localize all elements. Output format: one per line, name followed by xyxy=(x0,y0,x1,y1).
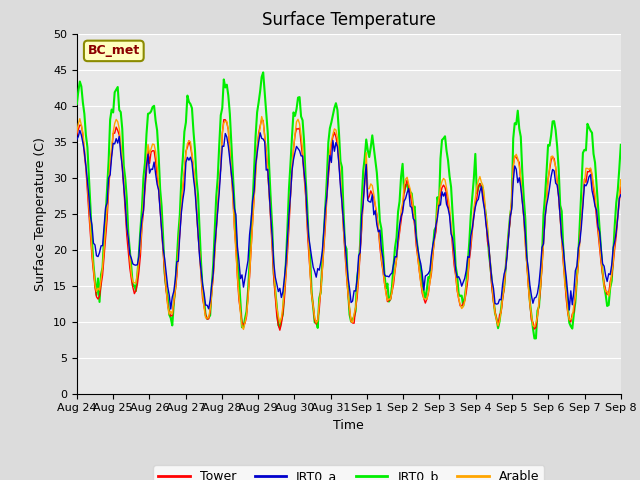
IRT0_a xyxy=(141,180,149,186)
Arable xyxy=(73,130,81,135)
Tower xyxy=(276,327,284,333)
IRT0_a xyxy=(264,167,271,172)
IRT0_b xyxy=(264,130,271,135)
Arable xyxy=(617,177,625,182)
Arable xyxy=(314,318,321,324)
Tower xyxy=(264,170,271,176)
Arable xyxy=(235,293,243,299)
X-axis label: Time: Time xyxy=(333,419,364,432)
Tower xyxy=(589,186,597,192)
Line: IRT0_a: IRT0_a xyxy=(77,131,621,310)
Text: BC_met: BC_met xyxy=(88,44,140,58)
Line: IRT0_b: IRT0_b xyxy=(77,72,621,338)
Y-axis label: Surface Temperature (C): Surface Temperature (C) xyxy=(35,137,47,290)
IRT0_b xyxy=(531,336,538,341)
Tower xyxy=(314,316,321,322)
Arable xyxy=(589,182,597,188)
Line: Arable: Arable xyxy=(77,117,621,329)
Tower xyxy=(617,184,625,190)
Legend: Tower, IRT0_a, IRT0_b, Arable: Tower, IRT0_a, IRT0_b, Arable xyxy=(154,465,544,480)
IRT0_b xyxy=(589,151,597,157)
Tower xyxy=(73,132,81,138)
Tower xyxy=(253,146,261,152)
Arable xyxy=(255,132,262,138)
IRT0_a xyxy=(565,307,573,313)
Tower xyxy=(235,297,243,303)
IRT0_a xyxy=(589,195,597,201)
IRT0_a xyxy=(73,137,81,143)
IRT0_b xyxy=(617,142,625,148)
Arable xyxy=(140,198,147,204)
IRT0_a xyxy=(255,139,262,145)
IRT0_b xyxy=(235,275,243,281)
IRT0_a xyxy=(312,274,320,280)
IRT0_a xyxy=(617,192,625,198)
Tower xyxy=(258,117,266,122)
Line: Tower: Tower xyxy=(77,120,621,330)
Arable xyxy=(239,326,247,332)
Tower xyxy=(140,208,147,214)
Title: Surface Temperature: Surface Temperature xyxy=(262,11,436,29)
IRT0_b xyxy=(253,109,261,115)
IRT0_a xyxy=(76,128,84,133)
IRT0_a xyxy=(237,276,244,282)
IRT0_b xyxy=(140,174,147,180)
IRT0_b xyxy=(312,318,320,324)
IRT0_b xyxy=(259,70,267,75)
Arable xyxy=(266,194,273,200)
IRT0_b xyxy=(73,101,81,107)
Arable xyxy=(258,114,266,120)
